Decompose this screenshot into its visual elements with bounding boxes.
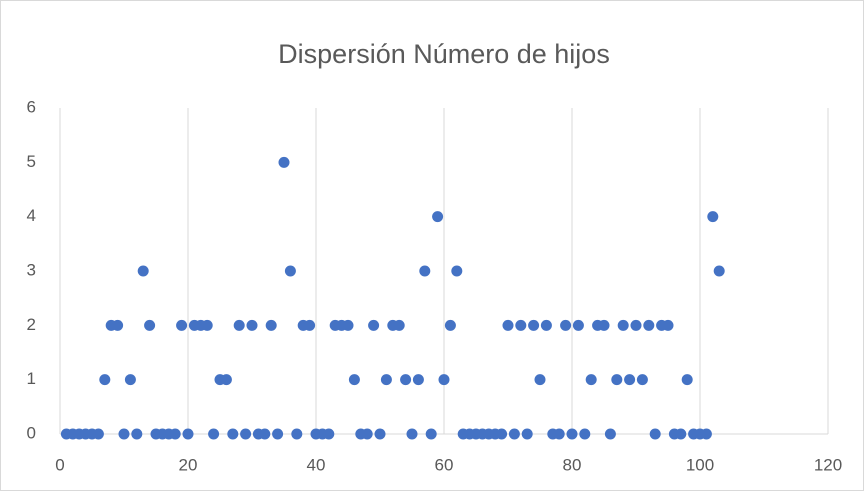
x-tick-label: 60 <box>435 455 454 474</box>
point <box>278 156 290 168</box>
point <box>144 319 156 331</box>
point <box>419 265 431 277</box>
point <box>284 265 296 277</box>
point <box>323 428 335 440</box>
point <box>713 265 725 277</box>
point <box>342 319 354 331</box>
y-tick-label: 6 <box>27 97 36 116</box>
point <box>182 428 194 440</box>
y-tick-label: 1 <box>27 369 36 388</box>
point <box>131 428 143 440</box>
point <box>560 319 572 331</box>
point <box>566 428 578 440</box>
point <box>92 428 104 440</box>
point <box>412 374 424 386</box>
point <box>380 374 392 386</box>
x-tick-label: 0 <box>55 455 64 474</box>
point <box>348 374 360 386</box>
point <box>643 319 655 331</box>
point <box>662 319 674 331</box>
point <box>176 319 188 331</box>
point <box>528 319 540 331</box>
point <box>393 319 405 331</box>
point <box>137 265 149 277</box>
point <box>246 319 258 331</box>
point <box>515 319 527 331</box>
point <box>406 428 418 440</box>
point <box>636 374 648 386</box>
point <box>124 374 136 386</box>
point <box>604 428 616 440</box>
point <box>579 428 591 440</box>
point <box>521 428 533 440</box>
point <box>502 319 514 331</box>
point <box>572 319 584 331</box>
x-tick-label: 120 <box>814 455 842 474</box>
point <box>265 319 277 331</box>
x-tick-label: 100 <box>686 455 714 474</box>
x-tick-label: 80 <box>563 455 582 474</box>
point <box>227 428 239 440</box>
point <box>220 374 232 386</box>
point <box>201 319 213 331</box>
point <box>233 319 245 331</box>
point <box>540 319 552 331</box>
point <box>259 428 271 440</box>
x-tick-label: 20 <box>179 455 198 474</box>
y-tick-label: 4 <box>27 206 36 225</box>
y-tick-label: 0 <box>27 423 36 442</box>
point <box>630 319 642 331</box>
point <box>400 374 412 386</box>
point <box>534 374 546 386</box>
point <box>585 374 597 386</box>
point <box>368 319 380 331</box>
point <box>240 428 252 440</box>
point <box>649 428 661 440</box>
point <box>432 211 444 223</box>
point <box>617 319 629 331</box>
point <box>707 211 719 223</box>
point <box>681 374 693 386</box>
x-tick-label: 40 <box>307 455 326 474</box>
chart-title: Dispersión Número de hijos <box>278 39 610 69</box>
point <box>611 374 623 386</box>
point <box>444 319 456 331</box>
point <box>700 428 712 440</box>
point <box>508 428 520 440</box>
point <box>624 374 636 386</box>
point <box>208 428 220 440</box>
point <box>112 319 124 331</box>
point <box>496 428 508 440</box>
point <box>304 319 316 331</box>
point <box>99 374 111 386</box>
point <box>291 428 303 440</box>
y-tick-label: 3 <box>27 260 36 279</box>
point <box>425 428 437 440</box>
y-tick-label: 5 <box>27 152 36 171</box>
point <box>438 374 450 386</box>
point <box>374 428 386 440</box>
point <box>272 428 284 440</box>
point <box>553 428 565 440</box>
point <box>451 265 463 277</box>
y-tick-label: 2 <box>27 315 36 334</box>
point <box>675 428 687 440</box>
point <box>361 428 373 440</box>
point <box>118 428 130 440</box>
point <box>598 319 610 331</box>
point <box>169 428 181 440</box>
